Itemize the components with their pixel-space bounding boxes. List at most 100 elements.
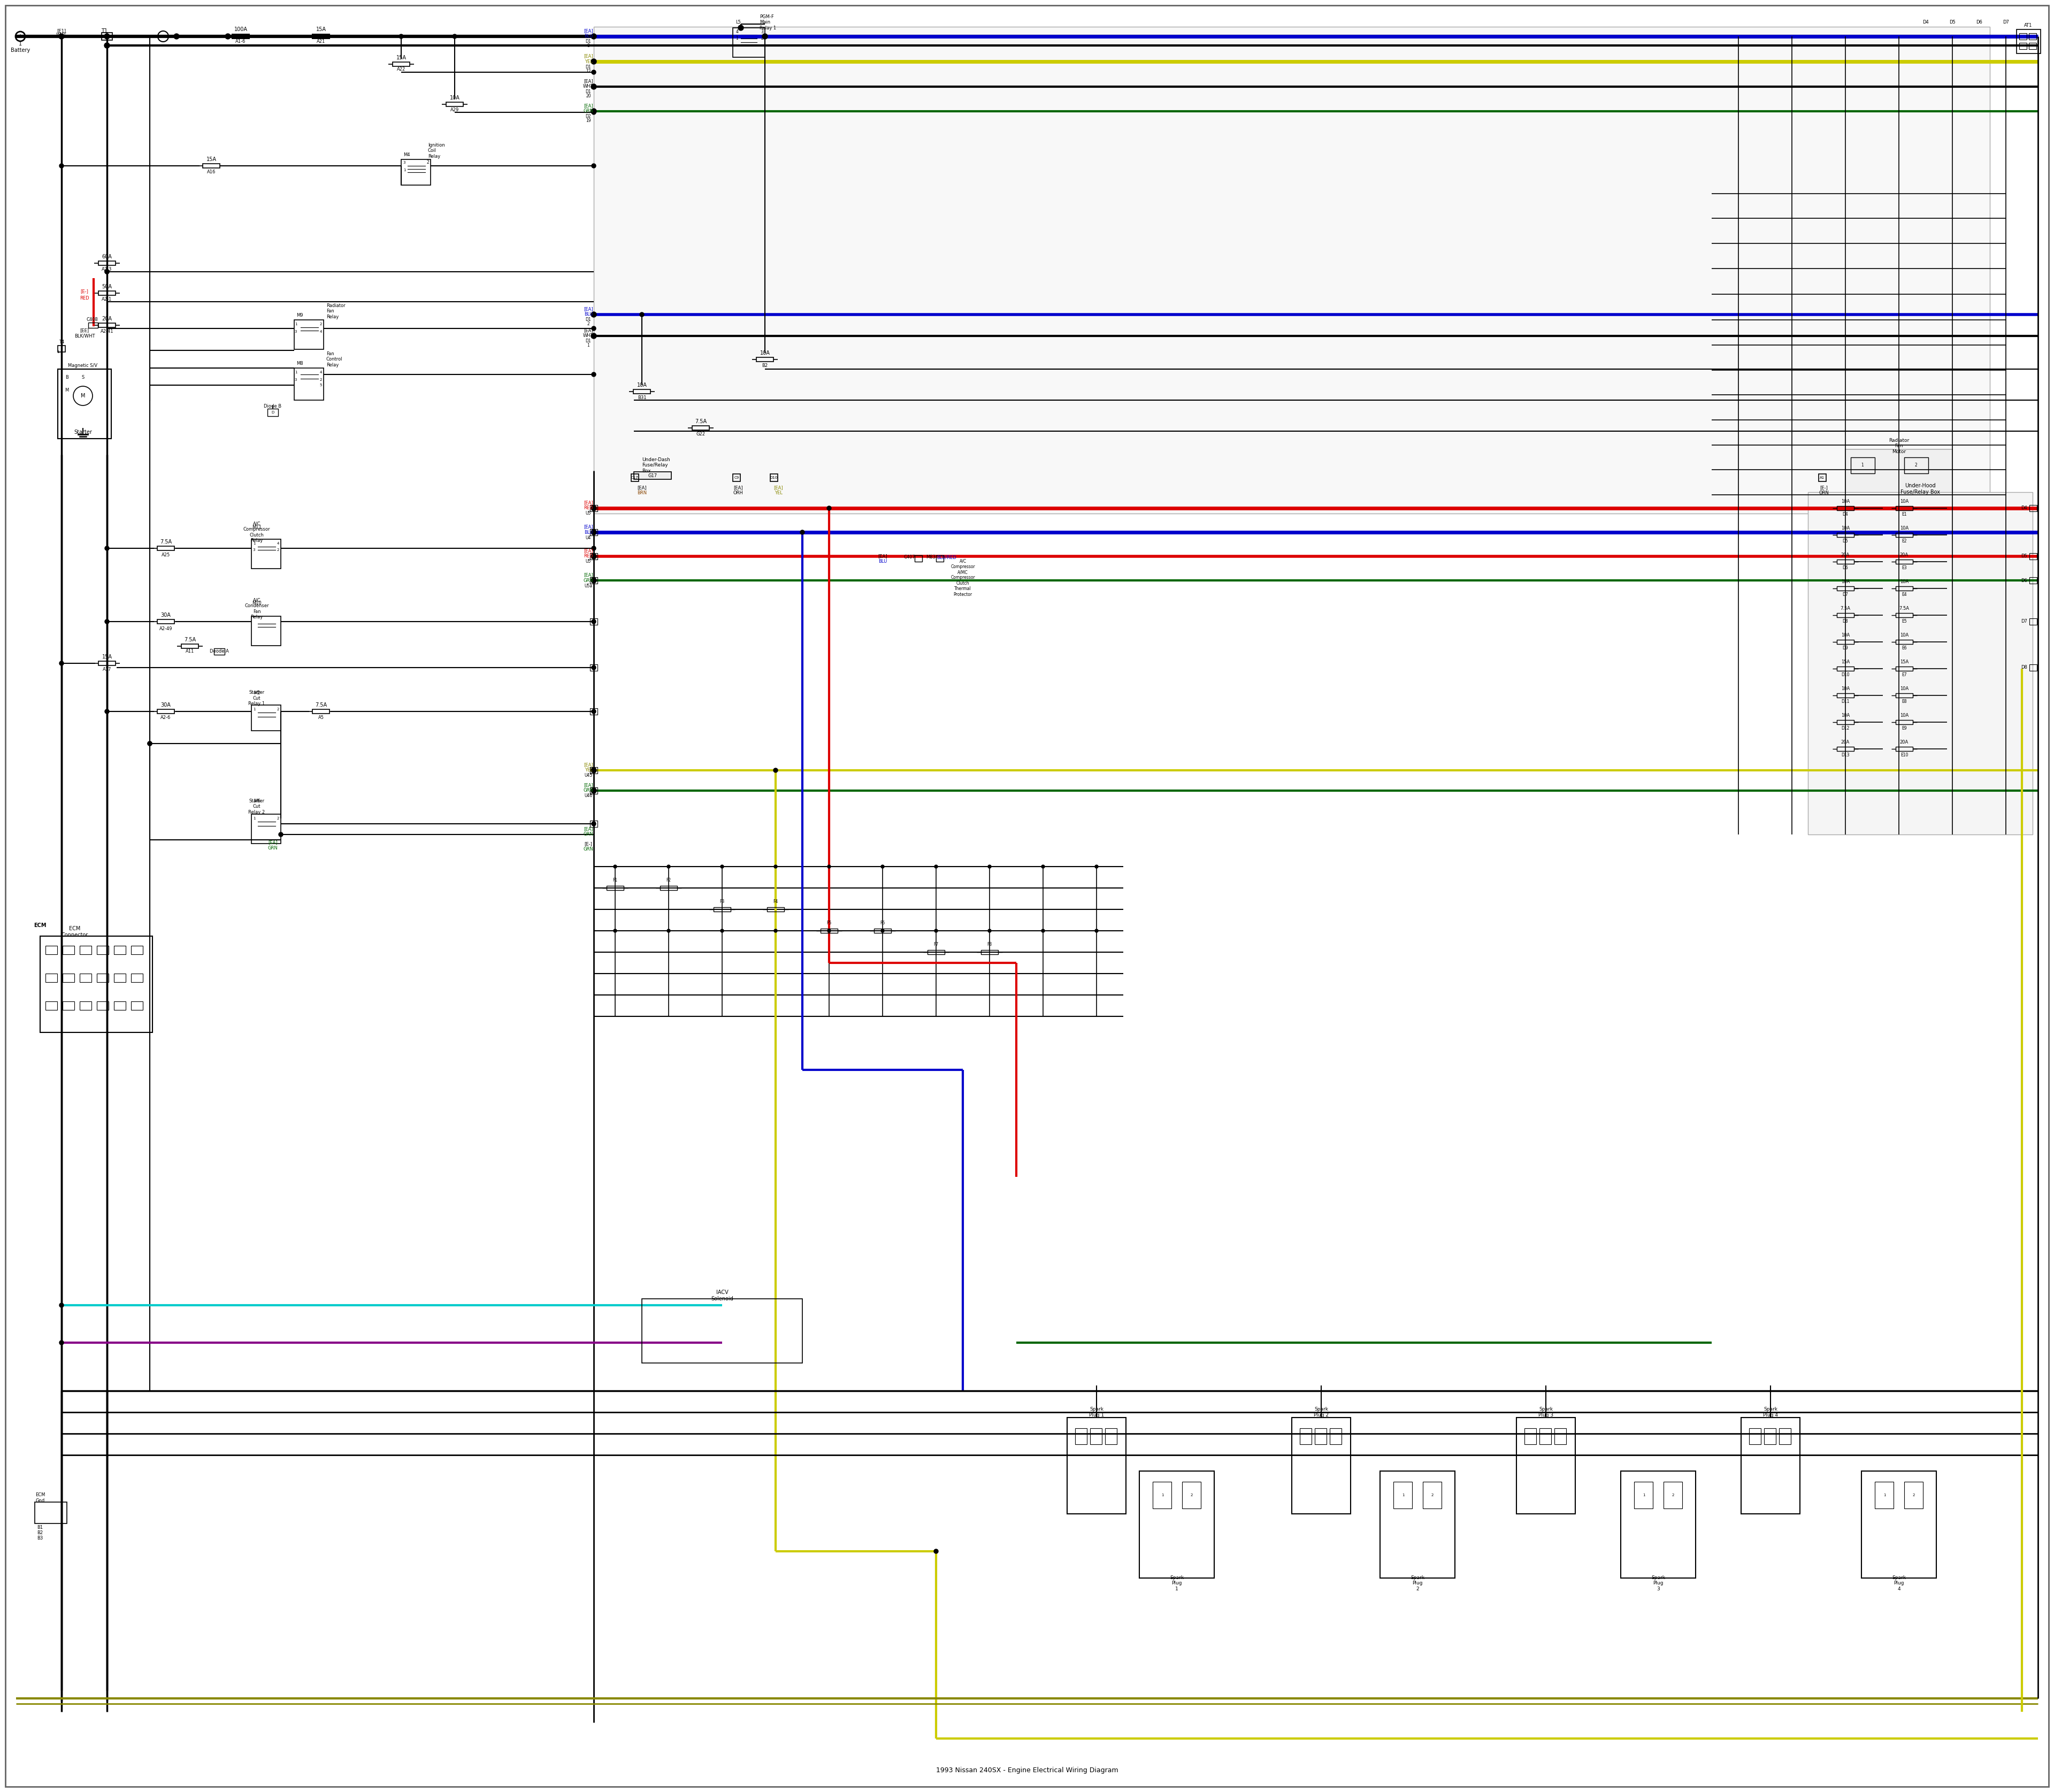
Bar [1836, 532, 1855, 538]
Text: 1: 1 [294, 371, 298, 375]
Bar [1742, 1417, 1799, 1514]
Text: [EA]: [EA] [637, 486, 647, 491]
Text: [EA]: [EA] [583, 573, 594, 577]
Text: 4: 4 [320, 330, 322, 333]
Text: Starter
Cut
Relay 1: Starter Cut Relay 1 [249, 690, 265, 706]
Text: E6: E6 [1902, 645, 1906, 650]
Text: 10A: 10A [1840, 633, 1851, 638]
Text: 30A: 30A [160, 702, 170, 708]
Text: B3: B3 [37, 1536, 43, 1541]
Bar [1105, 1428, 1117, 1444]
Bar [1315, 1428, 1327, 1444]
Text: D2: D2 [585, 115, 592, 118]
Circle shape [592, 163, 596, 168]
Bar [937, 556, 943, 561]
Bar [594, 27, 1990, 514]
Bar [589, 554, 598, 559]
Bar [928, 950, 945, 955]
Bar [1635, 1482, 1653, 1509]
Text: 3: 3 [253, 548, 255, 552]
Text: ORN: ORN [1820, 491, 1828, 496]
Text: 7.5A: 7.5A [160, 539, 173, 545]
Circle shape [935, 930, 939, 932]
Text: A5: A5 [318, 715, 325, 720]
Text: Spark
Plug 3: Spark Plug 3 [1538, 1407, 1553, 1417]
Text: [EA]: [EA] [583, 783, 594, 788]
Text: U46: U46 [583, 794, 592, 799]
Bar [97, 946, 109, 955]
Text: D10: D10 [770, 477, 778, 478]
Text: 2: 2 [320, 378, 322, 382]
Circle shape [592, 554, 596, 559]
Text: E7: E7 [1902, 672, 1906, 677]
Bar [2019, 43, 2027, 48]
Bar [99, 323, 115, 328]
Circle shape [592, 823, 596, 826]
Circle shape [592, 70, 596, 73]
Bar [914, 556, 922, 561]
Text: D5: D5 [1842, 539, 1849, 543]
Bar [2029, 665, 2038, 670]
Bar [251, 616, 281, 645]
Text: D1: D1 [585, 65, 592, 70]
Text: A2-41: A2-41 [101, 330, 113, 333]
Circle shape [988, 930, 992, 932]
Bar [1896, 747, 1912, 751]
Text: [EA]
GRN: [EA] GRN [267, 840, 277, 851]
Text: 10A: 10A [1900, 527, 1908, 530]
Text: WHT: WHT [583, 333, 594, 339]
Text: 1: 1 [253, 708, 255, 711]
Text: D7: D7 [2021, 620, 2027, 624]
Bar [766, 907, 785, 912]
Text: BLU: BLU [583, 312, 594, 317]
Text: F4: F4 [772, 900, 778, 905]
Bar [1140, 1471, 1214, 1579]
Text: BLU: BLU [583, 34, 594, 39]
Text: E8: E8 [1902, 699, 1906, 704]
Text: [E-]: [E-] [585, 842, 592, 846]
Circle shape [60, 163, 64, 168]
Text: 3: 3 [294, 378, 298, 382]
Bar [1875, 1482, 1894, 1509]
Circle shape [668, 866, 670, 867]
Text: B: B [66, 375, 68, 380]
Circle shape [592, 505, 596, 511]
Text: D6: D6 [1976, 20, 1982, 25]
Bar [1836, 720, 1855, 724]
Text: A2-1: A2-1 [103, 297, 113, 303]
Bar [1836, 613, 1855, 616]
Text: Starter: Starter [74, 430, 92, 435]
Text: 1: 1 [1643, 1493, 1645, 1496]
Text: [E-]: [E-] [80, 289, 88, 294]
Text: [EA]: [EA] [733, 486, 744, 491]
Text: A29: A29 [450, 108, 458, 113]
Text: 10A: 10A [1840, 713, 1851, 719]
Circle shape [639, 312, 645, 317]
Text: BRN: BRN [637, 491, 647, 496]
Circle shape [1041, 866, 1045, 867]
Text: A2-49: A2-49 [160, 625, 173, 631]
Text: E1: E1 [1902, 513, 1906, 518]
Bar [446, 102, 464, 106]
Bar [1836, 586, 1855, 591]
Text: Under-Hood
Fuse/Relay Box: Under-Hood Fuse/Relay Box [1900, 484, 1941, 495]
Bar [267, 409, 277, 416]
Text: T4: T4 [60, 340, 64, 344]
Bar [131, 973, 144, 982]
Text: D4: D4 [1923, 20, 1929, 25]
Text: D6: D6 [1842, 566, 1849, 570]
Text: GRN: GRN [583, 831, 594, 837]
Bar [131, 946, 144, 955]
Circle shape [828, 866, 830, 867]
Text: 1: 1 [253, 817, 255, 821]
Text: RED: RED [583, 505, 594, 511]
Text: E2: E2 [1902, 539, 1906, 543]
Circle shape [592, 788, 596, 794]
Text: 4: 4 [320, 371, 322, 375]
Circle shape [1095, 866, 1099, 867]
Text: [EA]: [EA] [774, 486, 783, 491]
Text: 50A: 50A [103, 285, 113, 289]
Text: A/C
Compressor
Clutch
Relay: A/C Compressor Clutch Relay [242, 521, 271, 543]
Bar [392, 63, 409, 66]
Text: 5: 5 [320, 383, 322, 387]
